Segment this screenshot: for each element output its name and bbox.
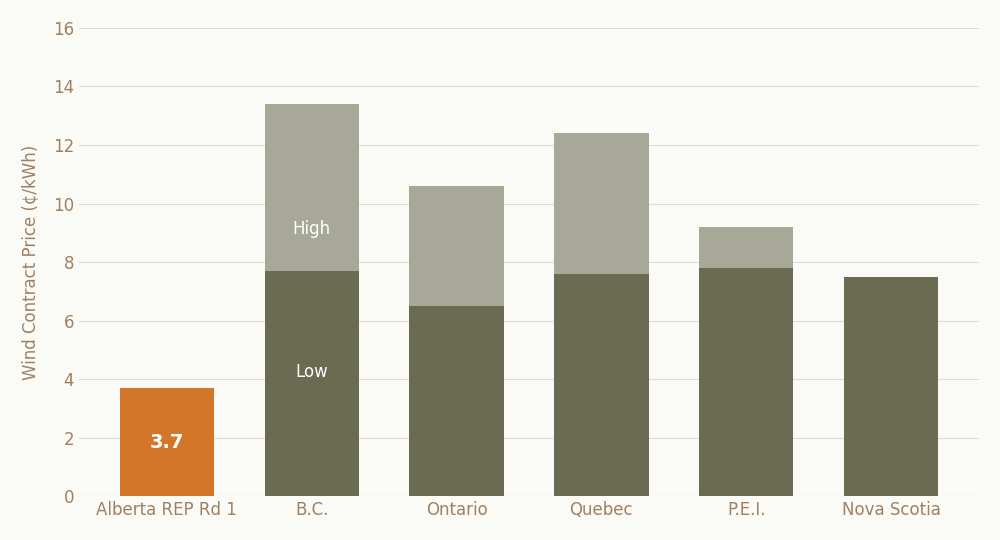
Y-axis label: Wind Contract Price (¢/kWh): Wind Contract Price (¢/kWh)	[21, 144, 39, 380]
Text: Low: Low	[295, 363, 328, 381]
Bar	[409, 186, 504, 306]
Bar	[699, 227, 793, 268]
Bar	[265, 104, 359, 271]
Bar	[844, 276, 938, 496]
Bar	[554, 133, 649, 274]
Text: High: High	[293, 220, 331, 238]
Bar	[120, 388, 214, 496]
Bar	[265, 271, 359, 496]
Bar	[409, 306, 504, 496]
Bar	[699, 268, 793, 496]
Bar	[554, 274, 649, 496]
Text: 3.7: 3.7	[150, 433, 184, 451]
